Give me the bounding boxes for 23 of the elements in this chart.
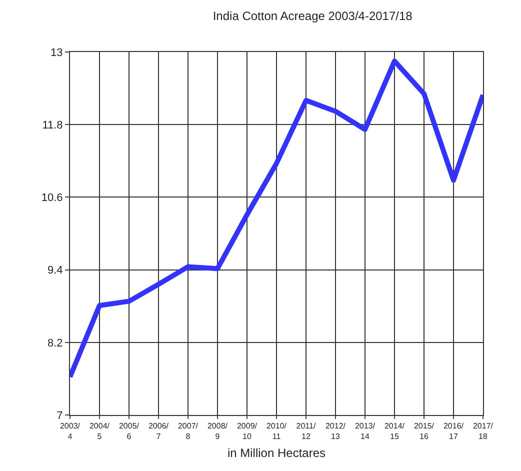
x-tick-label: 2007/8 — [178, 422, 199, 441]
x-tick-label: 2012/13 — [325, 422, 346, 441]
x-tick-label: 2006/7 — [148, 422, 170, 441]
x-tick-label: 2008/9 — [207, 422, 228, 441]
y-tick-label: 11.8 — [42, 119, 63, 132]
x-tick-label: 2013/14 — [354, 422, 376, 441]
chart-title: India Cotton Acreage 2003/4-2017/18 — [212, 9, 413, 24]
x-tick-label: 2005/6 — [118, 422, 140, 441]
y-tick-label: 9.4 — [48, 264, 63, 277]
x-tick-label: 2003/4 — [60, 422, 81, 441]
x-tick-label: 2015/16 — [414, 422, 435, 441]
x-tick-label: 2010/11 — [266, 422, 288, 441]
y-tick-label: 7 — [56, 410, 63, 422]
x-axis-title: in Million Hectares — [227, 446, 326, 460]
x-tick-label: 2009/10 — [236, 422, 258, 441]
x-tick-label: 2016/17 — [443, 422, 464, 441]
x-tick-label: 2014/15 — [384, 422, 406, 441]
x-tick-label: 2017/18 — [472, 422, 494, 441]
x-tick-label: 2004/5 — [89, 422, 110, 441]
y-tick-label: 8.2 — [48, 337, 63, 350]
y-tick-label: 13 — [50, 46, 63, 59]
x-tick-label: 2011/12 — [296, 422, 316, 441]
y-tick-label: 10.6 — [41, 192, 63, 204]
